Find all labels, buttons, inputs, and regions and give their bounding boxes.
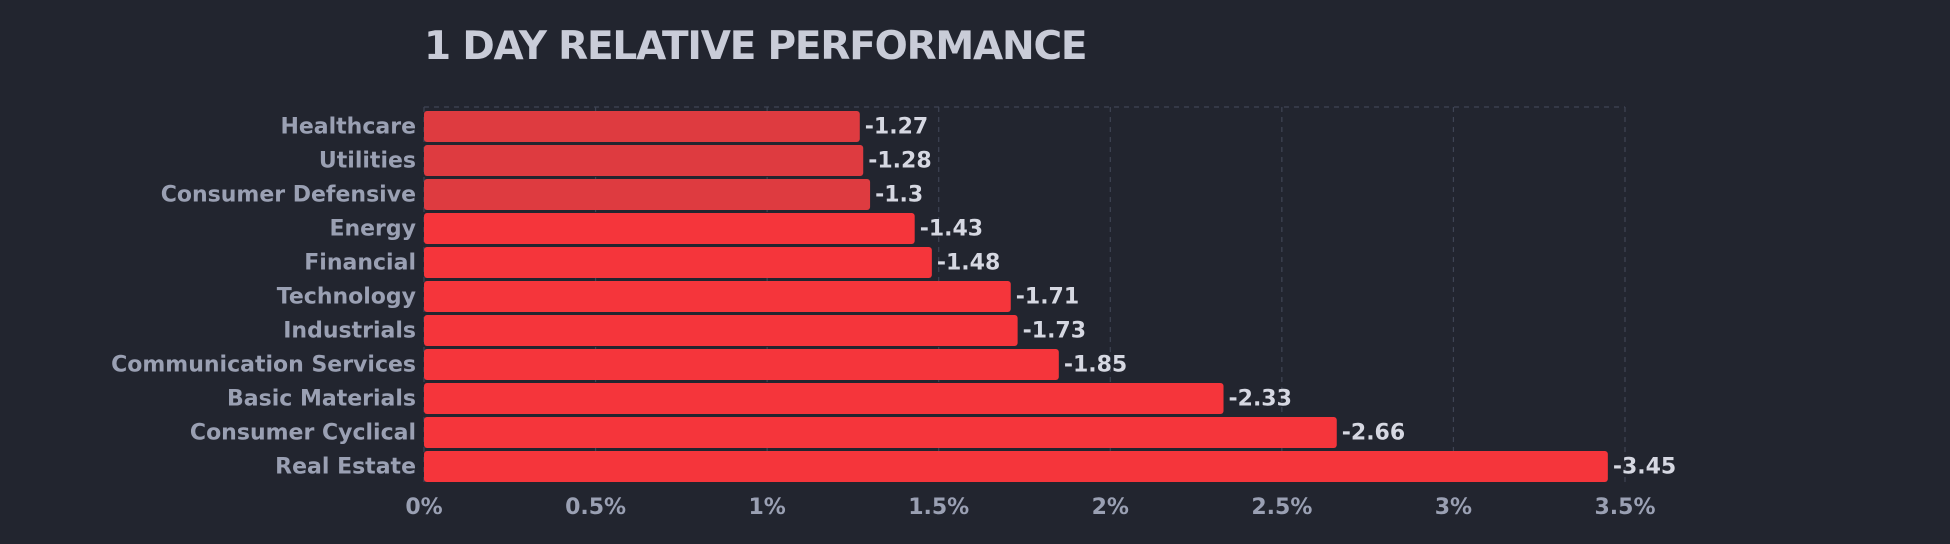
value-label: -1.3: [875, 183, 923, 208]
x-tick-label: 1.5%: [908, 495, 969, 520]
bar-energy: [424, 213, 915, 244]
value-label: -1.48: [937, 251, 1000, 276]
value-label: -3.45: [1613, 455, 1676, 480]
category-label: Utilities: [319, 149, 416, 174]
category-label: Basic Materials: [227, 387, 416, 412]
bar-consumer-cyclical: [424, 417, 1337, 448]
x-axis-ticks: 0% 0.5% 1% 1.5% 2% 2.5% 3% 3.5%: [405, 495, 1655, 520]
bar-healthcare: [424, 111, 860, 142]
category-label: Financial: [304, 251, 416, 276]
bar-basic-materials: [424, 383, 1224, 414]
value-label: -1.71: [1016, 285, 1079, 310]
category-label: Energy: [329, 217, 416, 242]
bar-real-estate: [424, 451, 1608, 482]
value-label: -2.66: [1342, 421, 1405, 446]
x-tick-label: 1%: [748, 495, 785, 520]
x-tick-label: 0.5%: [565, 495, 626, 520]
x-tick-label: 0%: [405, 495, 442, 520]
category-label: Technology: [277, 285, 416, 310]
chart-title: 1 DAY RELATIVE PERFORMANCE: [424, 24, 1088, 69]
bar-technology: [424, 281, 1011, 312]
category-label: Consumer Cyclical: [190, 421, 416, 446]
x-tick-label: 3.5%: [1594, 495, 1655, 520]
category-label: Communication Services: [111, 353, 416, 378]
bar-communication-services: [424, 349, 1059, 380]
value-label: -1.27: [865, 115, 928, 140]
category-label: Healthcare: [280, 115, 416, 140]
category-label: Consumer Defensive: [161, 183, 416, 208]
bars: [424, 111, 1608, 482]
category-label: Industrials: [283, 319, 416, 344]
value-label: -1.43: [920, 217, 983, 242]
x-tick-label: 3%: [1435, 495, 1472, 520]
category-label: Real Estate: [275, 455, 416, 480]
x-tick-label: 2%: [1092, 495, 1129, 520]
bar-utilities: [424, 145, 864, 176]
bar-consumer-defensive: [424, 179, 871, 210]
value-label: -1.73: [1023, 319, 1086, 344]
category-labels: Healthcare Utilities Consumer Defensive Ene…: [111, 115, 416, 480]
value-labels: -1.27 -1.28 -1.3 -1.43 -1.48 -1.71 -1.73 -1.85 -…: [865, 115, 1676, 480]
bar-industrials: [424, 315, 1018, 346]
value-label: -1.28: [868, 149, 931, 174]
value-label: -1.85: [1064, 353, 1127, 378]
value-label: -2.33: [1229, 387, 1292, 412]
bar-financial: [424, 247, 932, 278]
x-tick-label: 2.5%: [1251, 495, 1312, 520]
